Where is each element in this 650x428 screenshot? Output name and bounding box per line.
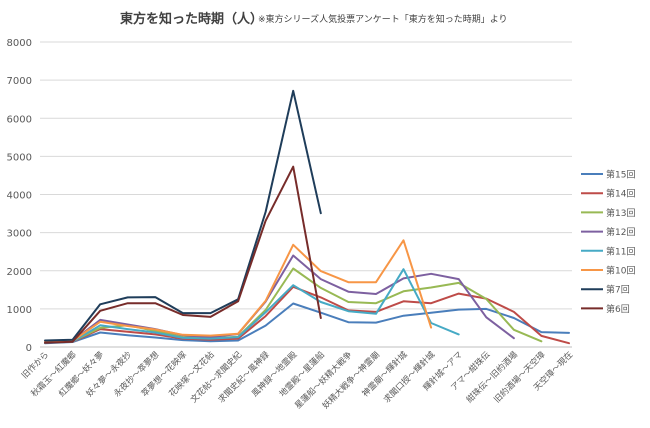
- legend-entry: 第7回: [606, 284, 630, 296]
- legend-entry: 第6回: [606, 303, 630, 315]
- chart-subtitle: ※東方シリーズ人気投票アンケート「東方を知った時期」より: [258, 13, 508, 25]
- legend-entry: 第12回: [606, 226, 635, 238]
- y-axis: 0 1000 2000 3000 4000 5000 6000 7000 8000: [7, 38, 32, 354]
- legend-entry: 第15回: [606, 169, 635, 181]
- gridlines: [40, 41, 572, 348]
- series-lines: [44, 89, 570, 345]
- y-tick-label: 2000: [7, 267, 32, 278]
- y-tick-label: 5000: [7, 152, 32, 163]
- y-tick-label: 4000: [7, 191, 32, 202]
- series-line: [44, 302, 570, 345]
- y-tick-label: 6000: [7, 114, 32, 125]
- series-line: [44, 239, 433, 343]
- y-tick-label: 7000: [7, 76, 32, 87]
- y-tick-label: 0: [26, 343, 32, 354]
- chart-title: 東方を知った時期（人）: [120, 11, 263, 27]
- legend-entry: 第10回: [606, 265, 635, 277]
- series-line: [44, 254, 515, 343]
- legend-entry: 第11回: [606, 245, 635, 257]
- series-line: [44, 89, 322, 342]
- series-line: [44, 165, 322, 344]
- series-line: [44, 268, 460, 344]
- y-tick-label: 3000: [7, 229, 32, 240]
- y-tick-label: 8000: [7, 38, 32, 49]
- series-line: [44, 285, 570, 345]
- legend-entry: 第14回: [606, 188, 635, 200]
- legend-entry: 第13回: [606, 207, 635, 219]
- y-tick-label: 1000: [7, 305, 32, 316]
